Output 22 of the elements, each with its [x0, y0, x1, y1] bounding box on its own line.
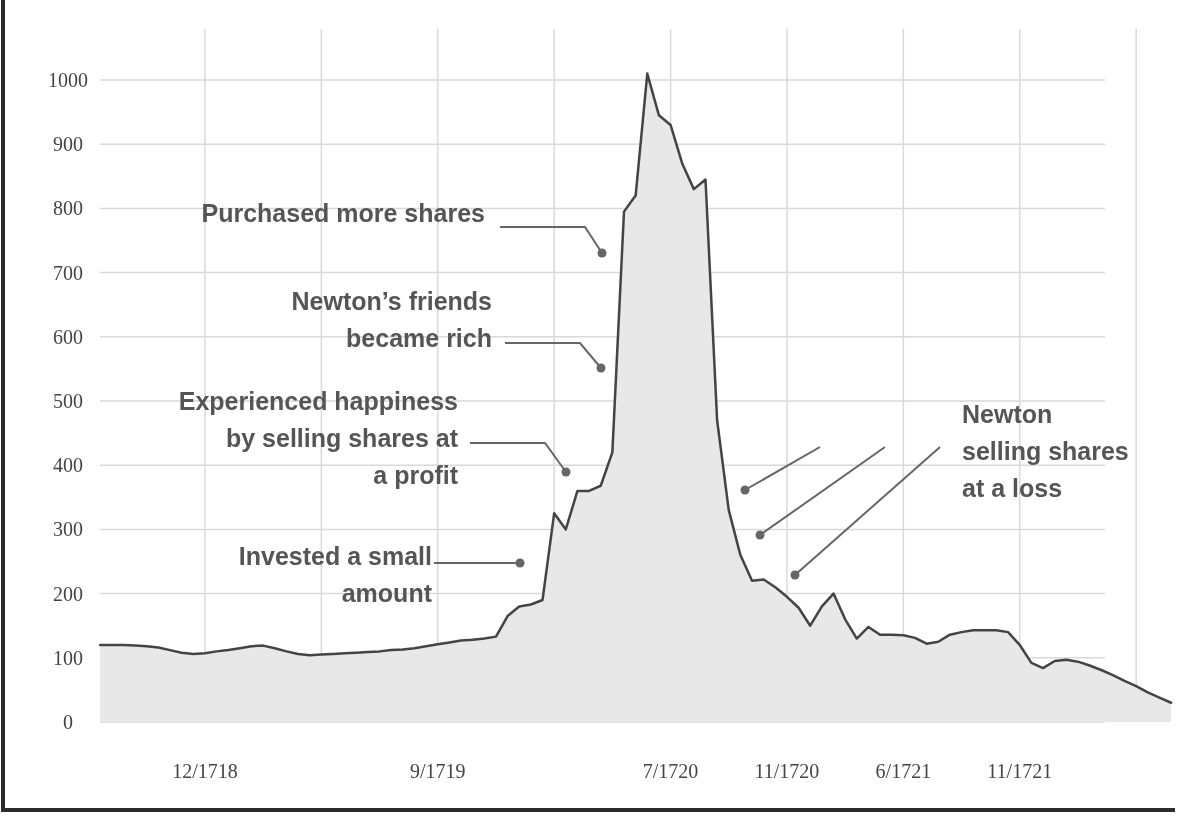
x-tick-label: 6/1721 — [875, 760, 932, 782]
y-tick-label: 800 — [53, 197, 83, 220]
annotation: Invested a small amount — [238, 542, 433, 607]
annotation: Newton selling shares at a loss — [962, 400, 1129, 502]
y-tick-label: 0 — [63, 711, 73, 733]
annotation: Purchased more shares — [201, 199, 485, 227]
y-tick-label: 200 — [53, 582, 83, 605]
annotation: Experienced happiness by selling shares at a profit — [178, 387, 459, 489]
y-tick-label: 100 — [53, 646, 83, 669]
y-tick-label: 900 — [53, 133, 83, 156]
x-tick-label: 7/1720 — [642, 760, 699, 782]
y-tick-label: 700 — [53, 261, 83, 284]
y-tick-label: 500 — [53, 390, 83, 412]
y-tick-label: 1000 — [48, 69, 88, 91]
annotation: Newton’s friends became rich — [291, 287, 492, 352]
x-tick-label: 9/1719 — [409, 760, 466, 782]
y-tick-label: 400 — [53, 454, 83, 477]
x-tick-label: 11/1720 — [754, 760, 820, 782]
x-tick-label: 11/1721 — [987, 760, 1053, 782]
x-tick-label: 12/1718 — [172, 760, 238, 782]
y-tick-label: 600 — [53, 325, 83, 348]
y-tick-label: 300 — [53, 518, 83, 541]
